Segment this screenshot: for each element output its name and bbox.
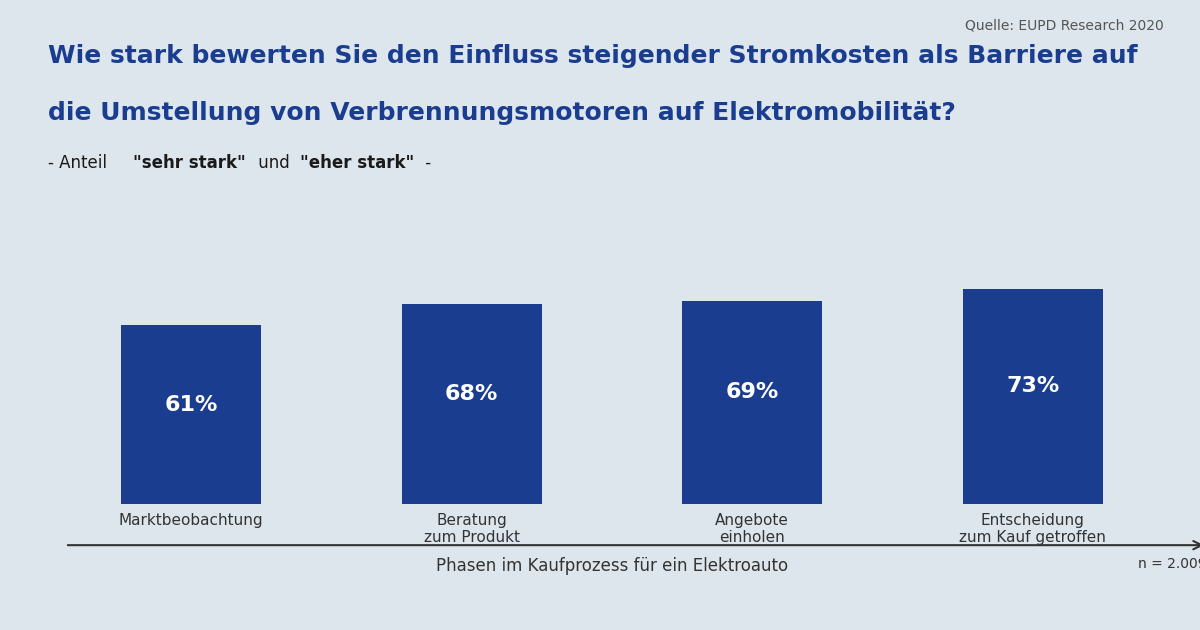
Bar bbox=[121, 324, 262, 504]
Text: "eher stark": "eher stark" bbox=[300, 154, 414, 173]
Text: Wie stark bewerten Sie den Einfluss steigender Stromkosten als Barriere auf: Wie stark bewerten Sie den Einfluss stei… bbox=[48, 44, 1138, 68]
Bar bbox=[962, 289, 1103, 504]
Text: Quelle: EUPD Research 2020: Quelle: EUPD Research 2020 bbox=[965, 19, 1164, 33]
Bar bbox=[402, 304, 542, 504]
Text: Phasen im Kaufprozess für ein Elektroauto: Phasen im Kaufprozess für ein Elektroaut… bbox=[436, 557, 788, 575]
Text: 61%: 61% bbox=[164, 396, 218, 415]
Text: "sehr stark": "sehr stark" bbox=[133, 154, 246, 173]
Text: Beratung
zum Produkt: Beratung zum Produkt bbox=[424, 513, 520, 545]
Text: 68%: 68% bbox=[445, 384, 498, 404]
Text: 73%: 73% bbox=[1006, 376, 1060, 396]
Text: Marktbeobachtung: Marktbeobachtung bbox=[119, 513, 264, 528]
Text: -: - bbox=[420, 154, 431, 173]
Text: - Anteil: - Anteil bbox=[48, 154, 113, 173]
Text: und: und bbox=[253, 154, 295, 173]
Text: n = 2.009: n = 2.009 bbox=[1138, 557, 1200, 571]
Bar bbox=[682, 301, 822, 504]
Text: 69%: 69% bbox=[726, 382, 779, 403]
Text: die Umstellung von Verbrennungsmotoren auf Elektromobilität?: die Umstellung von Verbrennungsmotoren a… bbox=[48, 101, 956, 125]
Text: Entscheidung
zum Kauf getroffen: Entscheidung zum Kauf getroffen bbox=[959, 513, 1106, 545]
Text: Angebote
einholen: Angebote einholen bbox=[715, 513, 790, 545]
